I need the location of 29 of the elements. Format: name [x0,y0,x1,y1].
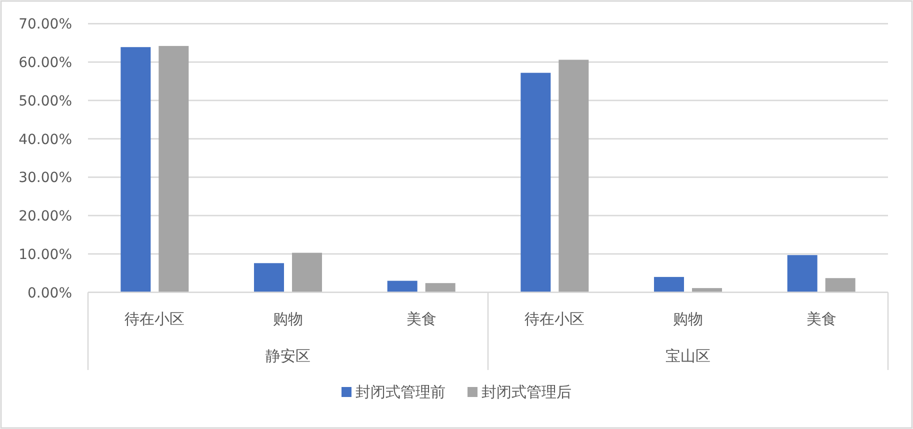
x-tick-label: 美食 [406,310,436,328]
legend-label: 封闭式管理前 [356,383,446,401]
bar [787,255,818,292]
bar [825,278,856,292]
y-tick-label: 70.00% [18,16,72,33]
x-tick-label: 美食 [806,310,836,328]
x-tick-label: 待在小区 [124,310,185,328]
bar [292,252,322,292]
y-tick-label: 50.00% [18,93,72,110]
x-tick-label: 待在小区 [524,310,585,328]
bar [558,60,589,292]
y-tick-label: 10.00% [18,246,72,263]
bar [654,276,684,292]
x-tick-label: 购物 [273,310,303,328]
y-tick-label: 0.00% [28,285,72,302]
bar [120,47,151,292]
bar [520,72,551,292]
bar [158,46,189,292]
y-tick-label: 40.00% [18,132,72,148]
text: 宝山区 [666,347,710,365]
bar [425,283,456,292]
y-tick-label: 60.00% [18,55,72,72]
y-tick-label: 30.00% [18,170,72,186]
x-tick-label: 购物 [673,310,703,328]
text: 静安区 [266,347,310,365]
bar [387,280,418,292]
bar [254,263,284,292]
y-tick-label: 20.00% [18,208,72,225]
legend-label: 封闭式管理后 [482,383,572,401]
